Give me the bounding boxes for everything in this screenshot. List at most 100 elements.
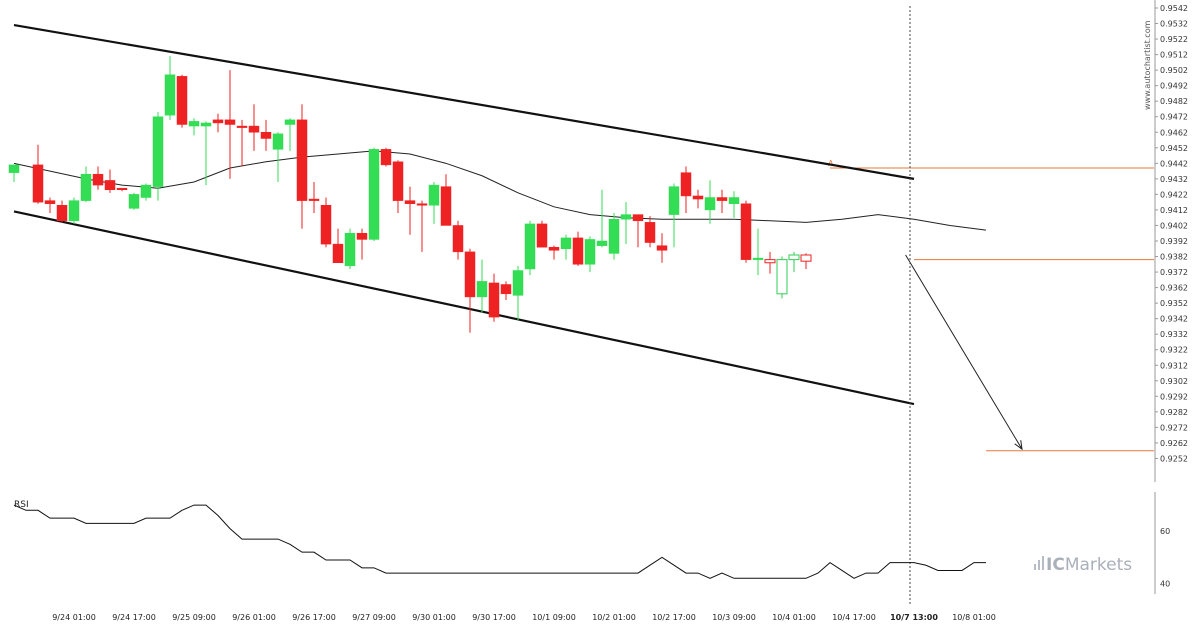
y-tick-label: 0.9482 — [1160, 97, 1188, 106]
candle-body — [548, 246, 560, 251]
forecast-arrow-head — [1014, 440, 1023, 451]
candle-body — [752, 257, 764, 260]
candle-body — [152, 116, 164, 187]
y-tick-label: 0.9322 — [1160, 346, 1188, 355]
y-tick-label: 0.9302 — [1160, 377, 1188, 386]
candle-body — [368, 149, 380, 240]
candle-body — [692, 195, 704, 200]
x-tick-label: 10/4 17:00 — [832, 613, 876, 622]
x-tick-label: 9/27 09:00 — [352, 613, 396, 622]
candle-body — [620, 214, 632, 220]
candle-body — [284, 119, 296, 125]
pattern-point-label: A — [828, 159, 834, 168]
candle-body — [176, 76, 188, 125]
candle-body — [572, 237, 584, 265]
candle-body — [356, 232, 368, 240]
candle-body — [500, 284, 512, 295]
y-tick-label: 0.9432 — [1160, 175, 1188, 184]
rsi-tick-label: 60 — [1160, 527, 1170, 536]
forecast-arrow — [905, 254, 1023, 451]
candle-body — [428, 184, 440, 206]
x-tick-label: 10/2 01:00 — [592, 613, 636, 622]
y-tick-label: 0.9312 — [1160, 361, 1188, 370]
candle-body — [512, 270, 524, 296]
candle-body — [728, 197, 740, 204]
y-tick-label: 0.9522 — [1160, 35, 1188, 44]
candle-body — [68, 200, 80, 222]
candle-body — [536, 223, 548, 248]
candle-body — [488, 282, 500, 318]
candle-body — [392, 161, 404, 201]
x-tick-label: 9/24 01:00 — [52, 613, 96, 622]
candle-body — [740, 203, 752, 260]
moving-average-line — [13, 150, 987, 231]
candle-body — [452, 225, 464, 253]
y-tick-label: 0.9442 — [1160, 159, 1188, 168]
x-tick-label: 10/3 09:00 — [712, 613, 756, 622]
candle-body — [32, 164, 44, 203]
candle-body — [164, 74, 176, 116]
candle-body — [308, 198, 320, 201]
candle-body — [440, 186, 452, 226]
candle-body — [560, 237, 572, 250]
x-tick-label: 10/8 01:00 — [952, 613, 996, 622]
icmarkets-logo: ICMarkets — [1034, 555, 1132, 575]
candle-body — [668, 186, 680, 215]
x-axis: 9/24 01:00 9/24 17:00 9/25 09:00 9/26 01:00… — [52, 6, 996, 622]
y-tick-label: 0.9472 — [1160, 113, 1188, 122]
y-tick-label: 0.9332 — [1160, 330, 1188, 339]
candle-body — [200, 122, 212, 127]
channel-upper-line — [13, 24, 915, 180]
candle-body — [92, 173, 104, 186]
x-tick-label: 10/1 09:00 — [532, 613, 576, 622]
candle-body — [656, 245, 668, 251]
candle-body — [212, 119, 224, 124]
candle-body — [680, 172, 692, 197]
level-lines: A — [828, 159, 1154, 452]
candle-body — [584, 239, 596, 265]
x-tick-label: 9/30 01:00 — [412, 613, 456, 622]
y-tick-label: 0.9502 — [1160, 66, 1188, 75]
x-tick-label: 9/30 17:00 — [472, 613, 516, 622]
candle-body — [596, 240, 608, 246]
y-tick-label: 0.9392 — [1160, 237, 1188, 246]
candle-body — [800, 254, 812, 262]
candle-body — [56, 205, 68, 222]
channel-lower-line — [13, 210, 915, 406]
candles — [8, 56, 812, 333]
candle-body — [332, 243, 344, 263]
y-tick-label: 0.9292 — [1160, 392, 1188, 401]
candle-body — [236, 125, 248, 128]
rsi-panel: 60 40 — [13, 492, 1170, 594]
candle-body — [44, 200, 56, 204]
y-tick-label: 0.9412 — [1160, 206, 1188, 215]
candle-body — [188, 121, 200, 127]
x-tick-label: 9/26 17:00 — [292, 613, 336, 622]
candle-body — [272, 133, 284, 150]
candle-body — [644, 222, 656, 243]
candle-body — [464, 251, 476, 298]
logo-ic-text: IC — [1046, 555, 1065, 575]
candle-body — [380, 149, 392, 166]
y-tick-label: 0.9422 — [1160, 190, 1188, 199]
y-tick-label: 0.9272 — [1160, 423, 1188, 432]
candle-body — [416, 203, 428, 206]
watermark: www.autochartist.com — [1143, 20, 1152, 110]
candle-body — [224, 119, 236, 125]
candle-body — [608, 219, 620, 254]
y-tick-label: 0.9452 — [1160, 144, 1188, 153]
y-tick-label: 0.9252 — [1160, 454, 1188, 463]
rsi-title: RSI — [14, 500, 29, 510]
y-tick-label: 0.9372 — [1160, 268, 1188, 277]
rsi-line — [13, 504, 986, 579]
candle-body — [8, 164, 20, 173]
x-tick-label: 10/7 13:00 — [890, 613, 938, 622]
candle-body — [320, 205, 332, 245]
candle-body — [80, 173, 92, 201]
forecast-arrow-line — [905, 254, 1023, 450]
logo-markets-text: Markets — [1065, 555, 1132, 575]
candle-body — [632, 214, 644, 222]
svg-text:ICMarkets: ICMarkets — [1046, 555, 1132, 575]
